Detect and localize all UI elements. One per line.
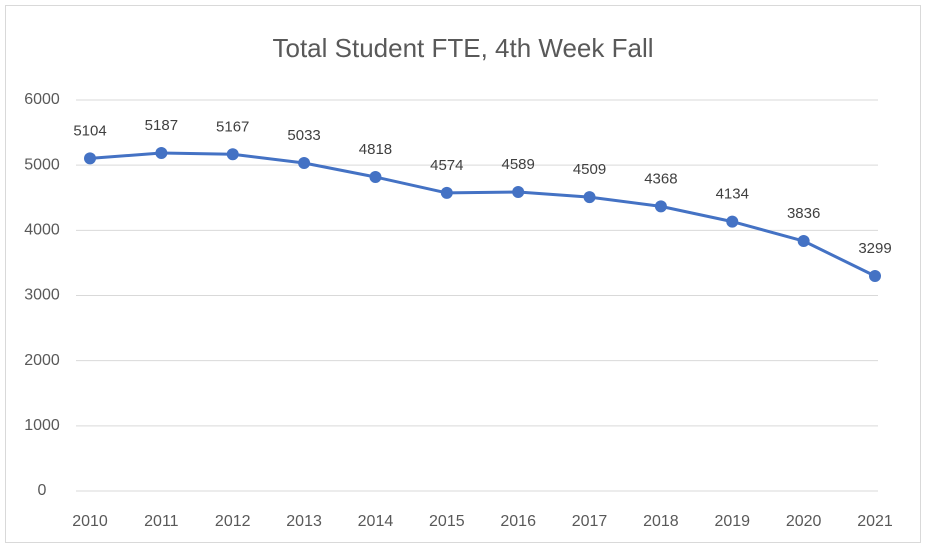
x-tick-label: 2014 <box>358 513 394 530</box>
marker <box>512 185 525 198</box>
marker <box>369 171 382 184</box>
marker <box>155 146 168 159</box>
x-tick-label: 2020 <box>786 513 822 530</box>
data-label: 5187 <box>145 117 178 134</box>
x-tick-label: 2011 <box>144 513 179 530</box>
y-tick-label: 0 <box>38 482 47 499</box>
data-label: 5167 <box>216 118 249 135</box>
y-tick-label: 5000 <box>24 156 60 173</box>
chart-border <box>5 5 921 543</box>
x-tick-label: 2016 <box>500 513 536 530</box>
x-tick-label: 2015 <box>429 513 465 530</box>
data-label: 3836 <box>787 205 820 222</box>
marker <box>440 186 453 199</box>
line <box>89 151 876 278</box>
data-label: 4818 <box>359 141 392 158</box>
y-tick-label: 3000 <box>24 287 60 304</box>
chart-title: Total Student FTE, 4th Week Fall <box>272 33 653 63</box>
marker <box>298 157 311 170</box>
x-tick-label: 2019 <box>714 513 750 530</box>
x-tick-label: 2012 <box>215 513 251 530</box>
data-label: 4589 <box>501 156 534 173</box>
y-tick-label: 1000 <box>24 417 60 434</box>
data-label: 4134 <box>716 186 749 203</box>
data-label: 5104 <box>73 122 106 139</box>
marker <box>84 152 96 165</box>
marker <box>583 191 596 204</box>
x-tick-label: 2021 <box>857 513 893 530</box>
x-tick-label: 2017 <box>572 513 608 530</box>
data-label: 4368 <box>644 170 677 187</box>
marker <box>654 200 667 213</box>
marker <box>226 148 239 161</box>
marker <box>726 215 739 228</box>
data-label: 5033 <box>287 127 320 144</box>
data-label: 4509 <box>573 161 606 178</box>
data-label: 3299 <box>858 240 891 257</box>
x-tick-label: 2010 <box>72 513 108 530</box>
x-tick-label: 2013 <box>286 513 322 530</box>
marker <box>797 235 810 248</box>
y-tick-label: 2000 <box>24 352 60 369</box>
data-label: 4574 <box>430 157 463 174</box>
y-tick-label: 4000 <box>24 222 60 239</box>
y-tick-label: 6000 <box>24 91 60 108</box>
x-tick-label: 2018 <box>643 513 679 530</box>
marker <box>869 270 881 283</box>
